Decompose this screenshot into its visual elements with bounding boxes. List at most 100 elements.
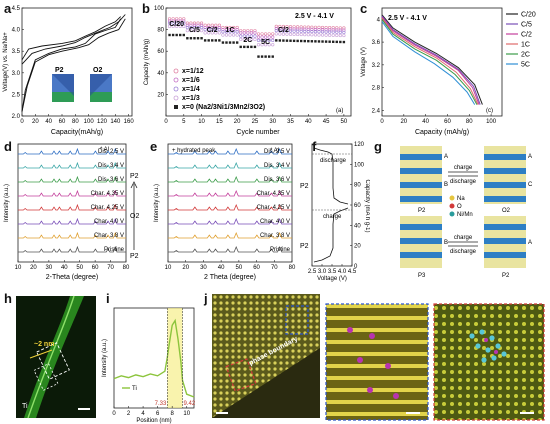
capacity-point <box>313 30 318 34</box>
capacity-point <box>285 25 289 29</box>
capacity-point <box>239 45 242 49</box>
x-axis-label: Position (nm) <box>136 418 171 424</box>
legend-swatch-na <box>449 195 455 201</box>
capacity-point <box>243 45 246 49</box>
x-tick-label: 80 <box>289 265 296 271</box>
rate-label: C/2 <box>207 27 218 34</box>
trace-label: Char. 3.8 V <box>260 233 290 239</box>
capacity-point <box>200 37 203 40</box>
capacity-point <box>246 34 250 38</box>
trace-label: Pristine <box>104 247 125 253</box>
capacity-point <box>196 25 200 30</box>
legend-label: 5C <box>521 62 530 69</box>
voltage-curve <box>21 18 126 112</box>
trace-label: Dis. 3.4 V <box>98 163 124 169</box>
charge-label-bottom: charge <box>454 235 473 241</box>
x-tick-label: 45 <box>323 119 330 125</box>
capacity-point <box>231 33 236 37</box>
corner-label: (a) <box>336 108 343 114</box>
o2-inset-label: O2 <box>93 67 102 74</box>
x-tick-label: 5 <box>182 119 186 125</box>
x-tick-label: 60 <box>444 119 451 125</box>
legend-swatch <box>173 68 179 74</box>
scale-bar-red <box>520 412 534 414</box>
capacity-point <box>253 31 257 35</box>
x-axis-label: 2 Theta (degree) <box>204 274 256 281</box>
capacity-point <box>264 43 268 47</box>
trace-label: Char. 3.8 V <box>94 233 124 239</box>
capacity-point <box>239 37 243 41</box>
corner-label: (c) <box>486 108 493 114</box>
capacity-point <box>178 17 182 21</box>
capacity-point <box>328 33 332 37</box>
capacity-point <box>175 17 179 21</box>
capacity-point <box>278 27 282 31</box>
trace-label: Char. 4.35 V <box>91 191 124 197</box>
capacity-point <box>320 30 325 34</box>
capacity-point <box>338 33 342 38</box>
ti-signal-edge <box>27 295 75 419</box>
capacity-point <box>249 37 253 41</box>
capacity-point <box>186 37 189 40</box>
legend-label-o: O <box>457 204 462 210</box>
x-tick-label: 30 <box>46 265 53 271</box>
panel-h: h ~2 nm Ti <box>0 288 98 424</box>
capacity-point <box>196 21 200 25</box>
haadf-zoom-blue <box>325 303 429 421</box>
capacity-point <box>271 38 275 43</box>
discharge-curve <box>381 19 478 105</box>
legend-label: C/2 <box>521 32 532 39</box>
phase-label-top: P2 <box>130 173 139 180</box>
capacity-point <box>328 40 331 43</box>
charge-label-top: charge <box>454 165 473 171</box>
x-tick-label: 100 <box>486 119 497 125</box>
x-tick-label: 0 <box>112 411 116 417</box>
capacity-point <box>303 39 306 43</box>
capacity-point <box>224 25 229 30</box>
plot-frame <box>21 7 133 117</box>
x-tick-label: 10 <box>165 265 172 271</box>
capacity-point <box>285 29 289 33</box>
xrd-trace <box>168 203 292 211</box>
al-marker-label: * Al <box>270 148 279 154</box>
capacity-point <box>242 29 246 33</box>
capacity-point <box>335 33 339 37</box>
capacity-point <box>167 17 172 21</box>
rate-label: C/20 <box>169 21 184 28</box>
panel-d: d Dis. 2.5 V Dis. 3.4 V Dis. 3.6 V Char. 4.… <box>0 138 148 283</box>
capacity-point <box>246 37 250 41</box>
capacity-point <box>203 31 207 35</box>
capacity-point <box>217 25 221 30</box>
legend-label: C/20 <box>521 12 536 19</box>
voltage-curve <box>21 18 122 112</box>
xrd-trace <box>168 245 292 253</box>
capacity-point <box>228 25 232 30</box>
capacity-point <box>342 40 346 44</box>
capacity-point <box>168 33 171 37</box>
capacity-point <box>278 24 282 29</box>
hydrated-peak-note: + hydrated peak <box>172 148 216 154</box>
y-tick-label: 40 <box>157 71 164 77</box>
capacity-point <box>221 28 225 32</box>
capacity-point <box>189 23 193 27</box>
capacity-point <box>313 33 318 37</box>
x-tick-label: 120 <box>97 119 108 125</box>
legend-swatch <box>174 105 178 109</box>
capacity-point <box>288 29 293 33</box>
capacity-point <box>331 30 335 34</box>
panel-label-h: h <box>4 291 12 306</box>
capacity-point <box>342 30 346 34</box>
capacity-point <box>217 28 221 32</box>
capacity-point <box>210 28 214 32</box>
trace-label: Char. 4.25 V <box>91 205 124 211</box>
capacity-point <box>310 29 314 34</box>
y-axis-label: Intensity (a.u.) <box>102 339 108 377</box>
capacity-point <box>250 45 253 49</box>
capacity-point <box>235 25 239 30</box>
voltage-curve <box>21 14 126 65</box>
capacity-point <box>221 25 225 30</box>
capacity-point <box>214 39 218 42</box>
y-tick-label: 20 <box>157 92 164 98</box>
capacity-point <box>182 19 186 23</box>
capacity-point <box>342 33 346 38</box>
